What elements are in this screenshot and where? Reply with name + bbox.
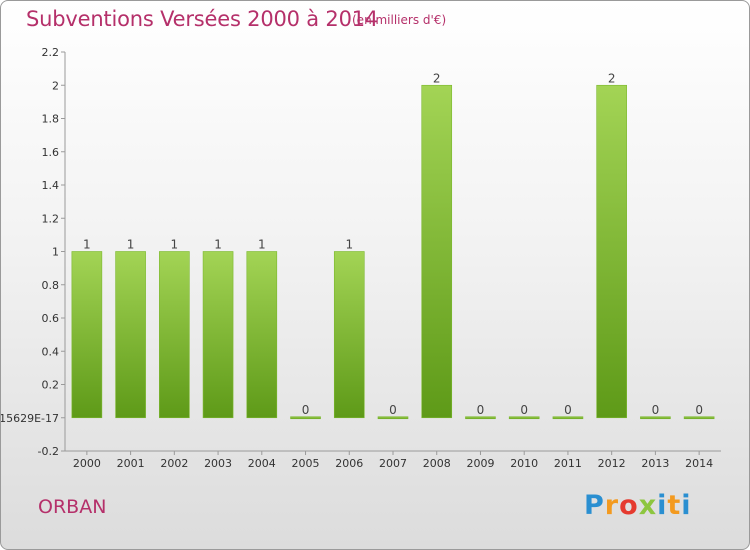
bar xyxy=(596,84,627,419)
y-tick-label: 1.4 xyxy=(42,179,60,192)
y-tick-label: 0.2 xyxy=(42,379,60,392)
data-label: 1 xyxy=(345,238,353,252)
y-tick-label: 2.2 xyxy=(42,46,60,59)
chart-subtitle: (en milliers d'€) xyxy=(352,13,447,27)
data-labels: 1 1 1 1 1 0 1 0 2 0 0 0 2 0 0 xyxy=(83,71,703,417)
x-tick-label: 2002 xyxy=(160,457,188,470)
bar xyxy=(333,251,365,419)
bars xyxy=(71,84,715,420)
x-tick-label: 2013 xyxy=(641,457,669,470)
bar xyxy=(290,416,321,420)
x-tick-label: 2001 xyxy=(117,457,145,470)
x-tick-label: 2000 xyxy=(73,457,101,470)
bar xyxy=(159,251,190,419)
logo-letter: r xyxy=(604,490,620,521)
logo-letter: i xyxy=(681,490,692,521)
logo-letter: P xyxy=(584,490,605,521)
x-tick-label: 2005 xyxy=(292,457,320,470)
data-label: 1 xyxy=(258,238,266,252)
y-tick-label: 0.4 xyxy=(42,345,60,358)
y-tick-label: 2 xyxy=(52,79,59,92)
proxiti-logo: Proxiti xyxy=(584,490,692,521)
data-label: 2 xyxy=(608,71,616,85)
bar xyxy=(377,416,409,420)
y-tick-label: 1.8 xyxy=(42,113,60,126)
data-label: 0 xyxy=(652,403,660,417)
data-label: 0 xyxy=(302,403,310,417)
data-label: 1 xyxy=(127,238,135,252)
bar xyxy=(640,416,671,420)
x-tick-label: 2004 xyxy=(248,457,276,470)
bar xyxy=(683,416,715,420)
y-tick-label: 1.6 xyxy=(42,146,60,159)
bar xyxy=(508,416,540,420)
x-tick-label: 2006 xyxy=(335,457,363,470)
x-tick-label: 2014 xyxy=(685,457,713,470)
y-tick-label: 0.8 xyxy=(42,279,60,292)
data-label: 0 xyxy=(477,403,485,417)
x-tick-label: 2008 xyxy=(423,457,451,470)
axes: 2.2 2 1.8 1.6 1.4 1.2 1 0.8 0.6 0.4 0.2 -15629E-17 -… xyxy=(1,46,721,470)
data-label: 0 xyxy=(389,403,397,417)
bar xyxy=(552,416,584,420)
x-tick-label: 2012 xyxy=(598,457,626,470)
bar xyxy=(246,251,278,419)
bar xyxy=(421,84,453,419)
data-label: 2 xyxy=(433,71,441,85)
y-tick-label: 1 xyxy=(52,246,59,259)
logo-letter: o xyxy=(619,490,639,521)
bar xyxy=(115,251,146,419)
chart-title: Subventions Versées 2000 à 2014 xyxy=(26,7,379,31)
y-tick-label: 1.2 xyxy=(42,212,60,225)
bar xyxy=(71,251,103,419)
x-tick-label: 2009 xyxy=(466,457,494,470)
bar xyxy=(465,416,496,420)
x-tick-label: 2011 xyxy=(554,457,582,470)
logo-letter: i xyxy=(657,490,668,521)
data-label: 1 xyxy=(83,238,91,252)
logo-letter: t xyxy=(667,490,682,521)
data-label: 1 xyxy=(171,238,179,252)
data-label: 0 xyxy=(564,403,572,417)
commune-name: ORBAN xyxy=(38,496,107,518)
logo-letter: x xyxy=(638,490,658,521)
bar xyxy=(202,251,234,419)
data-label: 0 xyxy=(695,403,703,417)
x-tick-label: 2010 xyxy=(510,457,538,470)
y-tick-label: -0.2 xyxy=(38,445,59,458)
y-tick-label: 0.6 xyxy=(42,312,60,325)
x-tick-label: 2003 xyxy=(204,457,232,470)
data-label: 0 xyxy=(520,403,528,417)
data-label: 1 xyxy=(214,238,222,252)
y-tick-label: -15629E-17 xyxy=(1,412,59,425)
x-tick-label: 2007 xyxy=(379,457,407,470)
